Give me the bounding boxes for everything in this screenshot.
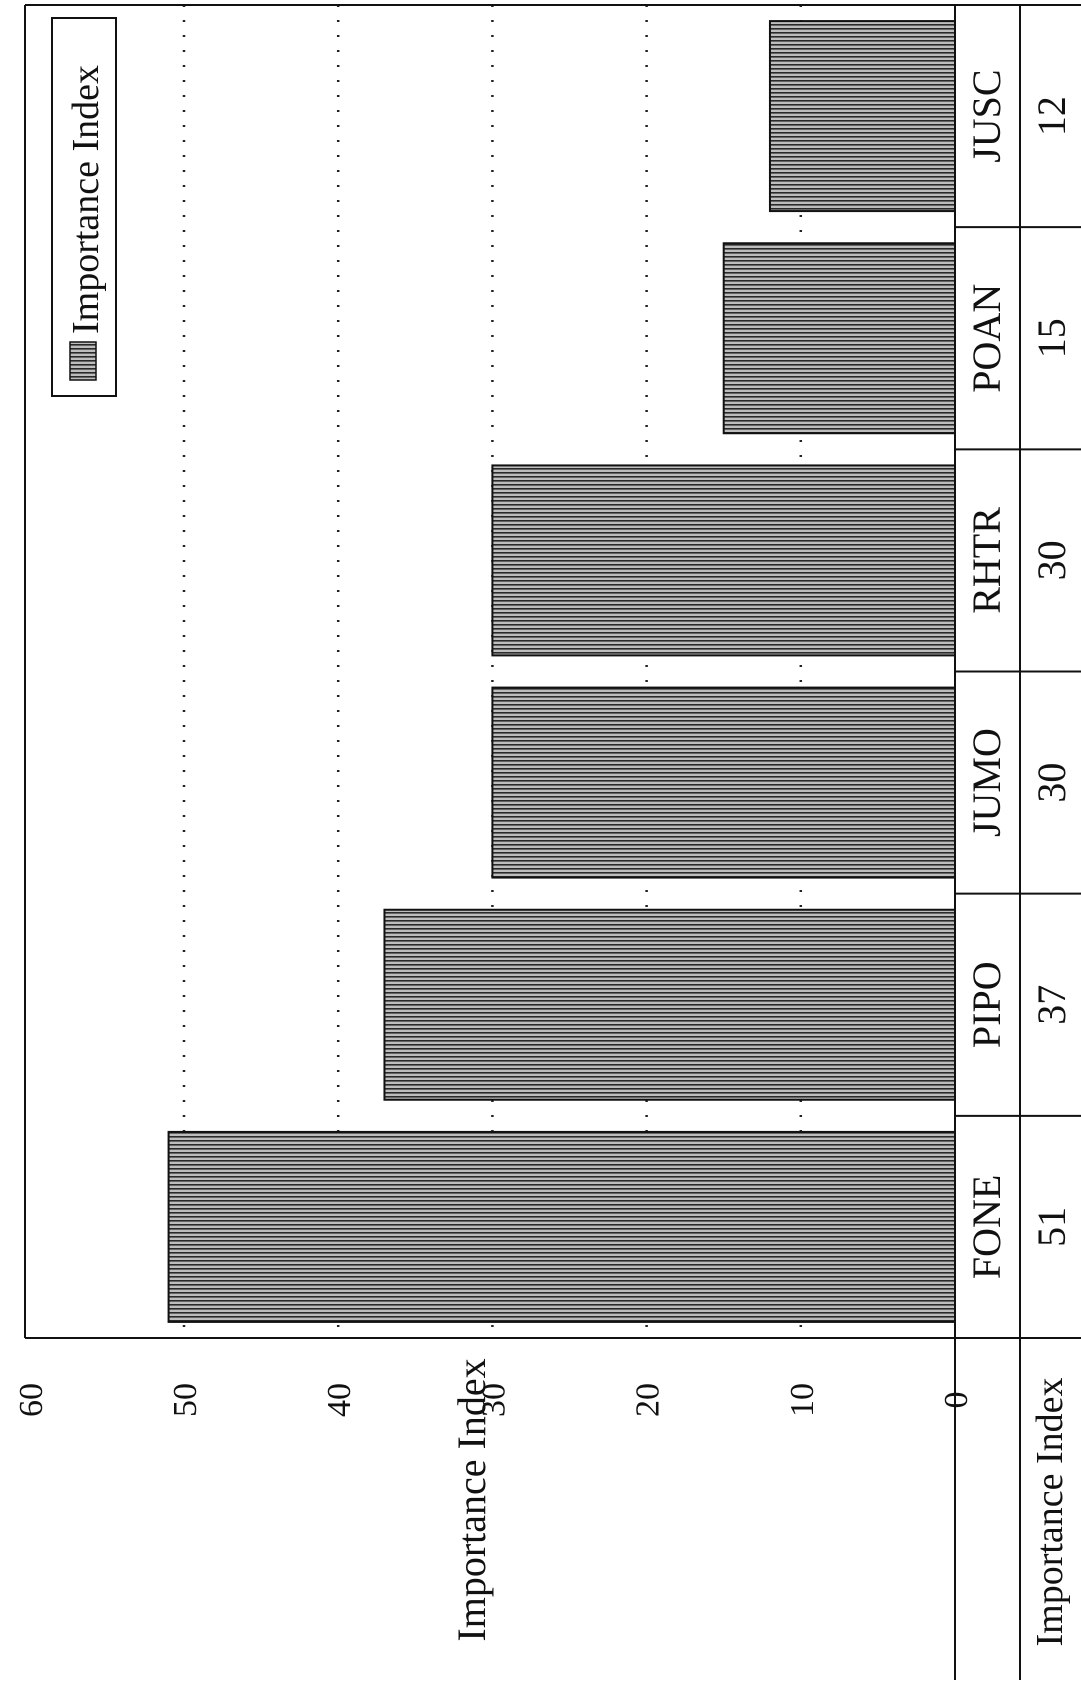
legend-label: Importance Index [65, 65, 107, 334]
legend-box [51, 17, 117, 397]
bars-layer [167, 20, 957, 1323]
category-label: FONE [964, 1175, 1009, 1279]
tick-label: 20 [630, 1383, 667, 1417]
bar [722, 242, 957, 435]
tick-label: 10 [784, 1383, 821, 1417]
grid-layer [182, 5, 803, 1338]
table-value: 51 [1029, 1207, 1074, 1247]
tick-label: 60 [13, 1383, 50, 1417]
legend: Importance Index [51, 17, 117, 397]
table-value: 12 [1029, 96, 1074, 136]
tick-label: 0 [938, 1392, 975, 1409]
bar [383, 908, 956, 1101]
table-value: 15 [1029, 318, 1074, 358]
tick-label: 40 [321, 1383, 358, 1417]
tick-label: 30 [475, 1383, 512, 1417]
table-value: 30 [1029, 763, 1074, 803]
category-label: POAN [964, 284, 1009, 393]
table-row-label: Importance Index [1029, 1377, 1071, 1646]
data-table: FONE 51 PIPO 37 JUMO 30 RHTR 30 POAN 15 JUSC 12 Impo… [954, 4, 1081, 1680]
table-value: 30 [1029, 540, 1074, 580]
category-label: RHTR [964, 507, 1009, 614]
category-label: JUSC [964, 69, 1009, 162]
table-value: 37 [1029, 985, 1074, 1025]
axis-layer: 0 10 20 30 40 50 60 [13, 4, 975, 1417]
category-label: PIPO [964, 961, 1009, 1048]
bar [491, 464, 956, 657]
y-axis-label: Importance Index [449, 1358, 494, 1641]
tick-label: 50 [167, 1383, 204, 1417]
bar [491, 686, 956, 879]
bar [167, 1130, 956, 1323]
labels-layer: Importance Index [449, 1358, 494, 1641]
category-label: JUMO [964, 728, 1009, 837]
bar [768, 20, 957, 213]
legend-swatch [69, 341, 97, 381]
